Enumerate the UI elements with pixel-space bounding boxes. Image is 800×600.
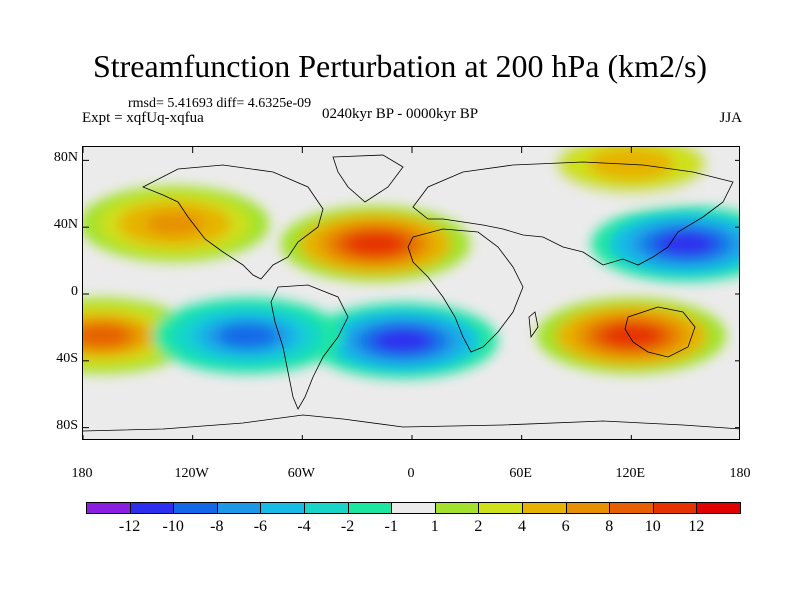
- field-map: [83, 147, 739, 439]
- coastline-greenland: [332, 154, 404, 203]
- lon-label: 60W: [287, 466, 315, 481]
- colorbar-label: -4: [297, 518, 311, 535]
- field-contour: [145, 212, 203, 236]
- lon-label: 0: [407, 466, 415, 481]
- colorbar-cell: [391, 502, 436, 514]
- colorbar-label: -12: [118, 518, 141, 535]
- coastline-antarctica: [83, 414, 739, 432]
- field-contour: [657, 232, 715, 256]
- colorbar-label: 8: [605, 518, 614, 535]
- colorbar-cell: [434, 502, 480, 514]
- contour-field: [83, 147, 739, 379]
- plot-title: Streamfunction Perturbation at 200 hPa (…: [92, 48, 708, 84]
- colorbar-label: -2: [340, 518, 355, 535]
- colorbar-cell: [347, 502, 393, 514]
- field-contour: [602, 324, 660, 348]
- colorbar-label: 10: [644, 518, 661, 535]
- colorbar-label: -8: [210, 518, 224, 535]
- field-contour: [83, 324, 130, 348]
- colorbar-cell: [652, 502, 698, 514]
- axis-ticks: [83, 147, 739, 439]
- lat-label: 40N: [53, 217, 78, 233]
- colorbar-label: -6: [253, 518, 268, 535]
- field-contour: [374, 329, 432, 353]
- colorbar-cell: [478, 502, 523, 514]
- coastline-africa: [407, 228, 524, 353]
- lat-label: 80S: [56, 417, 78, 433]
- colorbar-label: 12: [688, 518, 705, 535]
- map-frame: [82, 146, 740, 440]
- colorbar-label: -1: [384, 518, 398, 535]
- colorbar-cell: [565, 502, 611, 514]
- colorbar-cell: [129, 502, 175, 514]
- coastlines: [83, 154, 739, 432]
- experiment-label: Expt = xqfUq-xqfua: [82, 110, 204, 126]
- lon-label: 120W: [174, 466, 209, 481]
- field-contour: [602, 152, 660, 176]
- colorbar-cell: [260, 502, 305, 514]
- colorbar-cell: [609, 502, 654, 514]
- lat-label: 80N: [53, 150, 78, 166]
- lon-label: 60E: [509, 466, 532, 481]
- coastline-north-america: [142, 164, 324, 280]
- colorbar-label: 4: [518, 518, 526, 535]
- coastline-australia: [624, 306, 696, 358]
- colorbar-label: 6: [561, 518, 570, 535]
- colorbar-cell: [522, 502, 567, 514]
- colorbar-cell: [304, 502, 349, 514]
- colorbar-cell: [86, 502, 131, 514]
- field-contour: [346, 232, 404, 256]
- coastline-madagascar: [528, 311, 539, 339]
- coastline-south-america: [270, 284, 349, 410]
- lon-label: 180: [71, 466, 93, 481]
- lat-label: 0: [71, 284, 78, 299]
- lat-label: 40S: [56, 350, 78, 366]
- stats-label: rmsd= 5.41693 diff= 4.6325e-09: [128, 96, 312, 111]
- colorbar-cell: [173, 502, 218, 514]
- season-label: JJA: [719, 110, 742, 126]
- colorbar-label: 2: [474, 518, 483, 535]
- lon-label: 180: [729, 466, 751, 481]
- lon-label: 120E: [615, 466, 646, 481]
- coastline-eurasia: [412, 161, 734, 266]
- colorbar-cell: [696, 502, 741, 514]
- field-contour: [219, 324, 276, 348]
- colorbar-label: 1: [430, 518, 439, 535]
- period-label: 0240kyr BP - 0000kyr BP: [322, 106, 479, 122]
- colorbar-cell: [216, 502, 262, 514]
- colorbar-label: -10: [162, 518, 184, 535]
